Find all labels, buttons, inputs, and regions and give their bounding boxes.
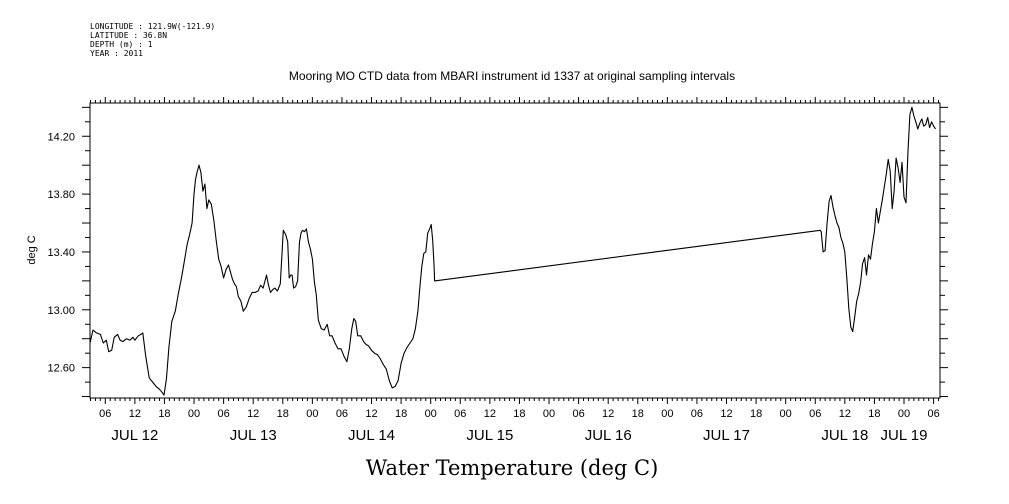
metadata-block: LONGITUDE : 121.9W(-121.9) LATITUDE : 36… (90, 22, 215, 58)
x-day-label: JUL 12 (111, 427, 158, 444)
x-hour-label: 00 (306, 408, 318, 420)
x-day-label: JUL 18 (821, 427, 868, 444)
x-day-label: JUL 16 (585, 427, 632, 444)
longitude-text: LONGITUDE : 121.9W(-121.9) (90, 22, 216, 31)
y-tick-label: 14.20 (47, 131, 75, 143)
x-axis-labels: 06 12 18 00 06 12 18 00 06 12 18 00 06 12 18 00 06 12 18 00… (99, 408, 940, 444)
y-axis-labels: 12.60 13.00 13.40 13.80 14.20 (47, 131, 75, 374)
series-line-water-temperature (89, 106, 937, 396)
x-hour-label: 06 (691, 408, 703, 420)
x-hour-label: 06 (927, 408, 939, 420)
chart-title: Mooring MO CTD data from MBARI instrumen… (289, 69, 735, 83)
x-hour-label: 18 (868, 408, 880, 420)
y-tick-label: 13.00 (47, 305, 75, 317)
x-hour-label: 06 (572, 408, 584, 420)
x-hour-label: 18 (632, 408, 644, 420)
x-hour-label: 06 (336, 408, 348, 420)
x-hour-label: 06 (217, 408, 229, 420)
x-hour-label: 12 (247, 408, 259, 420)
x-day-label: JUL 13 (230, 427, 277, 444)
x-hour-label: 18 (158, 408, 170, 420)
year-text: YEAR : 2011 (90, 49, 143, 58)
x-hour-label: 12 (129, 408, 141, 420)
x-axis-label: Water Temperature (deg C) (366, 456, 659, 480)
axis-ticks (82, 97, 948, 404)
x-hour-label: 00 (898, 408, 910, 420)
latitude-text: LATITUDE : 36.8N (90, 31, 168, 40)
x-day-label: JUL 15 (466, 427, 513, 444)
x-hour-label: 18 (750, 408, 762, 420)
x-hour-label: 00 (543, 408, 555, 420)
x-hour-label: 12 (602, 408, 614, 420)
y-tick-label: 13.80 (47, 189, 75, 201)
x-hour-label: 12 (365, 408, 377, 420)
x-hour-label: 12 (484, 408, 496, 420)
x-day-label: JUL 17 (703, 427, 750, 444)
y-tick-label: 12.60 (47, 363, 75, 375)
x-hour-label: 12 (839, 408, 851, 420)
x-hour-label: 18 (277, 408, 289, 420)
x-hour-label: 00 (425, 408, 437, 420)
x-day-label: JUL 19 (881, 427, 928, 444)
x-hour-label: 06 (809, 408, 821, 420)
x-hour-label: 06 (454, 408, 466, 420)
x-hour-label: 00 (661, 408, 673, 420)
x-hour-label: 18 (513, 408, 525, 420)
depth-text: DEPTH (m) : 1 (90, 40, 153, 49)
x-day-label: JUL 14 (348, 427, 395, 444)
x-hour-label: 00 (188, 408, 200, 420)
x-hour-label: 18 (395, 408, 407, 420)
y-tick-label: 13.40 (47, 247, 75, 259)
x-hour-label: 06 (99, 408, 111, 420)
y-axis-label: deg C (26, 235, 38, 264)
x-hour-label: 12 (720, 408, 732, 420)
x-hour-label: 00 (780, 408, 792, 420)
